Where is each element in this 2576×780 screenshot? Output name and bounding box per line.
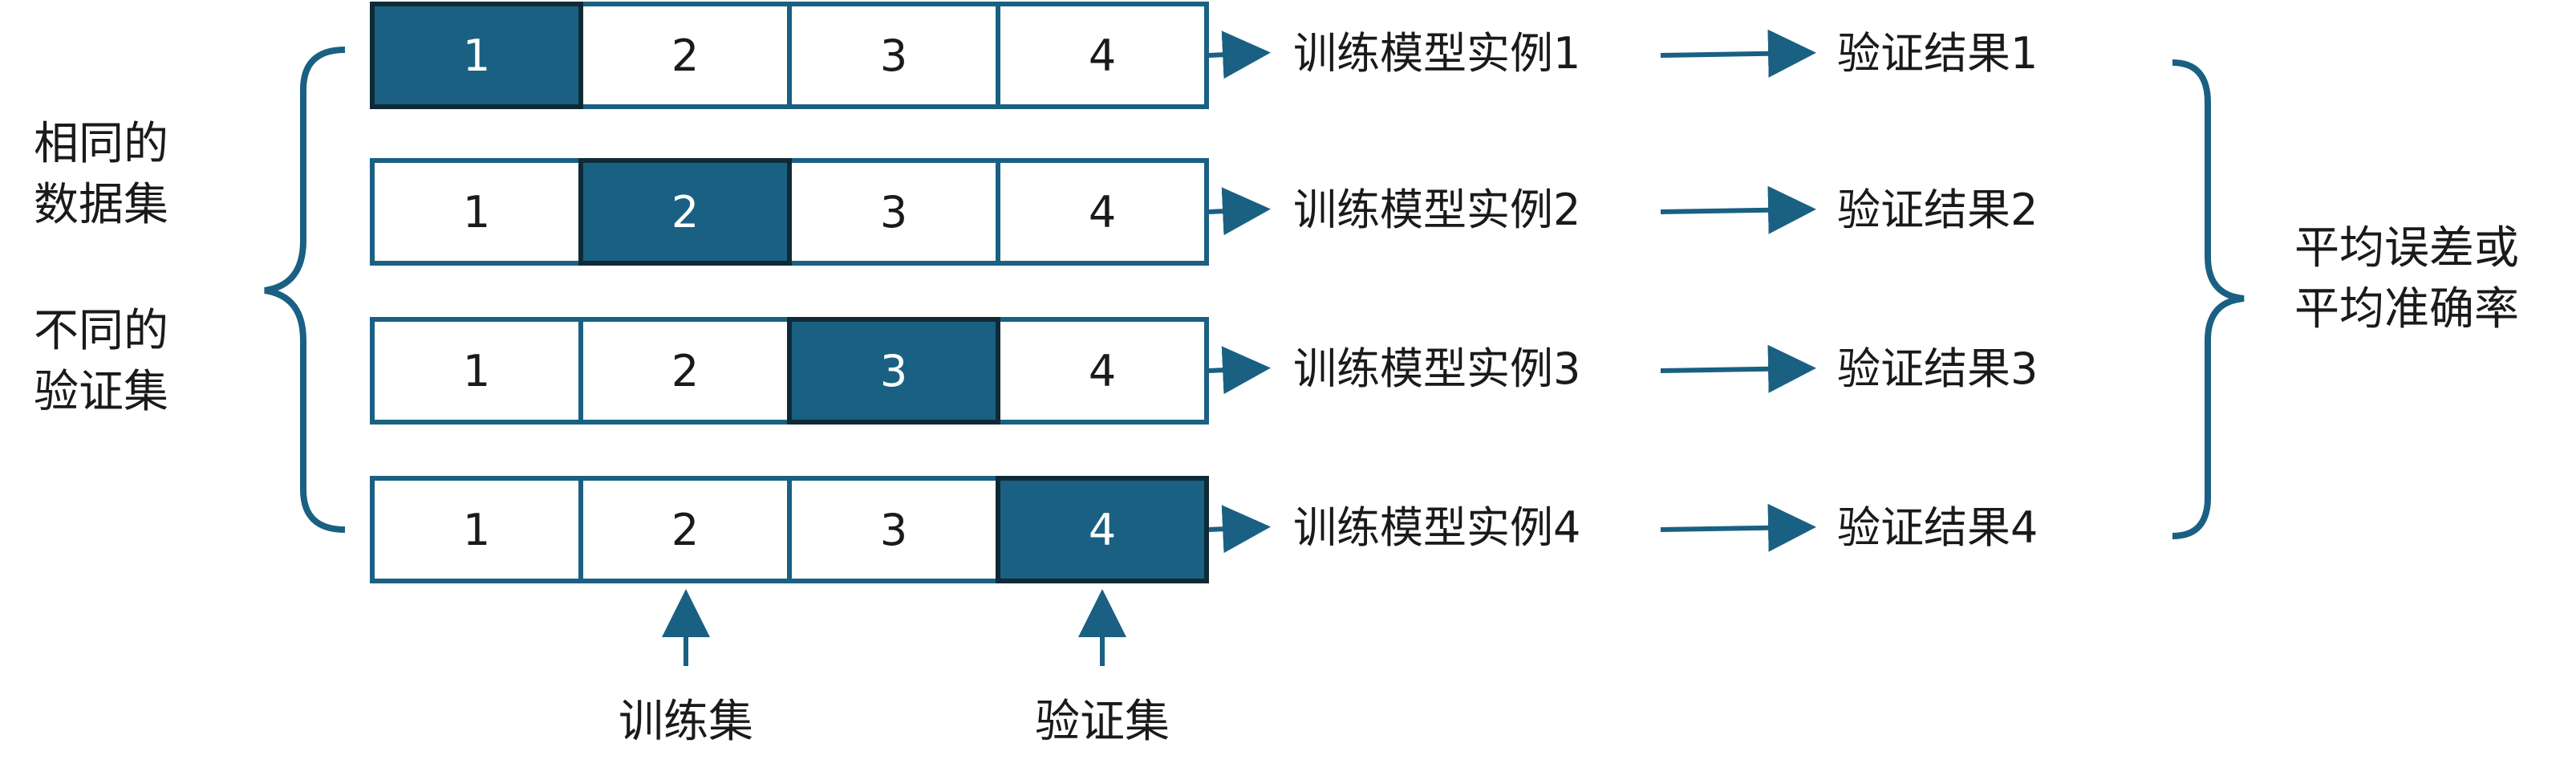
- fold-number: 2: [671, 187, 699, 238]
- fold-number: 3: [880, 346, 907, 396]
- arrow-right-icon: [1208, 187, 1271, 236]
- validation-result-label: 验证结果2: [1837, 185, 2038, 235]
- model-instance-label: 训练模型实例1: [1293, 28, 1580, 79]
- model-instance-label: 训练模型实例4: [1293, 502, 1580, 553]
- training-set-label: 训练集: [619, 696, 753, 748]
- fold-number: 4: [1089, 30, 1116, 81]
- validation-fold-outline: [787, 317, 1000, 425]
- training-fold-cell: [996, 2, 1209, 109]
- validation-result-label: 验证结果4: [1837, 502, 2038, 553]
- different-validation-label: 不同的 验证集: [34, 305, 168, 418]
- validation-result-label: 验证结果3: [1837, 343, 2038, 394]
- arrow-right-icon: [1660, 503, 1816, 552]
- model-instance-label: 训练模型实例3: [1293, 343, 1580, 394]
- fold-number: 2: [671, 30, 699, 81]
- fold-rows: 1 2 3 4 训练模型实例1 验证结果1 1 2 3 4 训练模型实例2 验证结果2 1 2 3 4 训练模型…: [370, 2, 2038, 583]
- fold-number: 3: [880, 30, 907, 81]
- arrow-right-icon: [1208, 505, 1271, 554]
- validation-fold-outline: [996, 476, 1209, 583]
- fold-number: 2: [671, 505, 699, 555]
- validation-fold-outline: [578, 158, 792, 266]
- summary-label: 平均误差或 平均准确率: [2294, 222, 2519, 335]
- fold-row: 1 2 3 4 训练模型实例3 验证结果3: [370, 317, 2038, 425]
- same-dataset-label: 相同的 数据集: [34, 118, 168, 231]
- validation-result-label: 验证结果1: [1837, 28, 2038, 79]
- left-brace-icon: [264, 47, 346, 533]
- fold-number: 1: [463, 346, 490, 396]
- fold-number: 4: [1089, 187, 1116, 238]
- training-fold-cell: [370, 476, 583, 583]
- training-fold-cell: [578, 2, 792, 109]
- training-fold-cell: [996, 158, 1209, 266]
- fold-row: 1 2 3 4 训练模型实例1 验证结果1: [370, 2, 2038, 109]
- fold-row: 1 2 3 4 训练模型实例2 验证结果2: [370, 158, 2038, 266]
- training-fold-cell: [370, 158, 583, 266]
- fold-number: 3: [880, 187, 907, 238]
- model-instance-label: 训练模型实例2: [1293, 185, 1580, 235]
- validation-fold-outline: [370, 2, 583, 109]
- fold-number: 4: [1089, 346, 1116, 396]
- right-brace-icon: [2172, 59, 2245, 539]
- validation-set-label: 验证集: [1035, 696, 1170, 748]
- fold-number: 1: [463, 187, 490, 238]
- arrow-right-icon: [1660, 344, 1816, 393]
- fold-number: 1: [463, 505, 490, 555]
- arrow-right-icon: [1208, 30, 1271, 79]
- fold-number: 1: [463, 30, 490, 81]
- arrow-right-icon: [1660, 29, 1816, 78]
- training-fold-cell: [578, 317, 792, 425]
- arrow-right-icon: [1660, 185, 1816, 234]
- fold-row: 1 2 3 4 训练模型实例4 验证结果4: [370, 476, 2038, 583]
- arrow-right-icon: [1208, 346, 1271, 395]
- fold-number: 2: [671, 346, 699, 396]
- fold-number: 4: [1089, 505, 1116, 555]
- fold-number: 3: [880, 505, 907, 555]
- training-fold-cell: [787, 2, 1000, 109]
